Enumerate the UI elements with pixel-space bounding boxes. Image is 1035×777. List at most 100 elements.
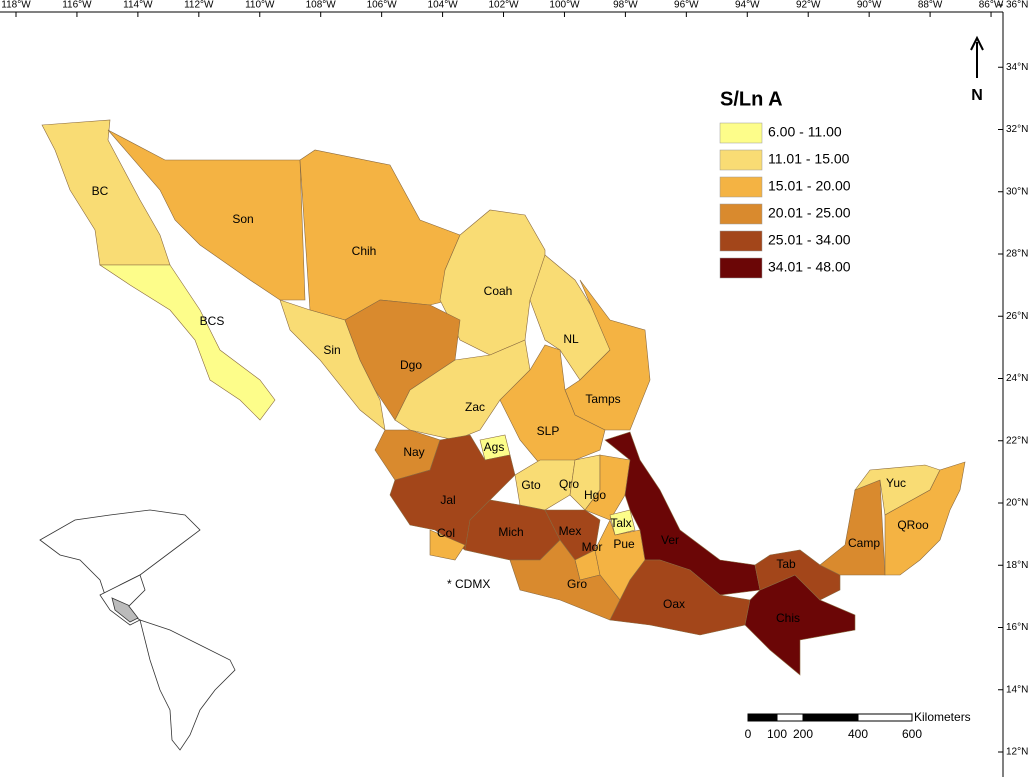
- legend-label: 20.01 - 25.00: [768, 205, 851, 221]
- state: [499, 344, 606, 471]
- scale-unit: Kilometers: [914, 710, 971, 724]
- state-label: NL: [563, 332, 579, 346]
- lat-label: 28°N: [1006, 249, 1028, 260]
- lon-label: 114°W: [123, 0, 153, 11]
- scale-bar: [747, 713, 913, 722]
- inset-globe: [39, 509, 236, 751]
- legend-title: S/Ln A: [720, 88, 783, 110]
- state: [609, 509, 636, 536]
- state-label: Pue: [613, 537, 635, 551]
- state-label: Chih: [352, 244, 377, 258]
- scale-label: 600: [902, 727, 922, 741]
- state-label: Gto: [521, 478, 541, 492]
- lat-label: 16°N: [1006, 622, 1028, 633]
- lon-label: 112°W: [184, 0, 214, 11]
- lon-label: 96°W: [674, 0, 699, 11]
- lat-label: 30°N: [1006, 186, 1028, 197]
- note: * CDMX: [447, 577, 490, 591]
- lon-label: 100°W: [549, 0, 580, 11]
- lat-label: 14°N: [1006, 684, 1028, 695]
- state: [754, 549, 841, 601]
- state-label: Mor: [582, 540, 603, 554]
- state-label: Yuc: [886, 476, 906, 490]
- state: [429, 529, 466, 561]
- state-label: Nay: [403, 445, 424, 459]
- state-label: Oax: [663, 597, 685, 611]
- state-label: Gro: [567, 577, 587, 591]
- state: [439, 209, 546, 356]
- state-label: SLP: [537, 424, 560, 438]
- state: [394, 339, 531, 441]
- scale-label: 0: [745, 727, 752, 741]
- state-label: QRoo: [897, 518, 929, 532]
- lon-label: 86°W: [979, 0, 1004, 11]
- lat-label: 32°N: [1006, 124, 1028, 135]
- scale-label: 400: [848, 727, 868, 741]
- north-label: N: [971, 87, 983, 104]
- legend-label: 6.00 - 11.00: [768, 124, 842, 140]
- state: [299, 149, 461, 321]
- north-arrow: N: [970, 35, 984, 104]
- lon-label: 94°W: [735, 0, 760, 11]
- state-label: Qro: [559, 477, 579, 491]
- state-label: Chis: [776, 611, 800, 625]
- lat-label: 34°N: [1006, 62, 1028, 73]
- scale-label: 100: [767, 727, 787, 741]
- state-label: Mich: [498, 525, 523, 539]
- legend-swatch: [719, 203, 763, 225]
- lat-label: 26°N: [1006, 311, 1028, 322]
- state-label: Mex: [559, 524, 582, 538]
- state-label: Sin: [323, 343, 340, 357]
- state-label: Ags: [484, 440, 505, 454]
- lat-label: 12°N: [1006, 747, 1028, 758]
- lat-label: 24°N: [1006, 373, 1028, 384]
- legend-swatch: [719, 176, 763, 198]
- legend-label: 34.01 - 48.00: [768, 259, 851, 275]
- lon-label: 88°W: [918, 0, 943, 11]
- legend-label: 15.01 - 20.00: [768, 178, 851, 194]
- state-label: Coah: [484, 284, 513, 298]
- legend-label: 25.01 - 34.00: [768, 232, 851, 248]
- legend-swatch: [719, 122, 763, 144]
- lon-label: 104°W: [428, 0, 459, 11]
- states: [41, 119, 966, 676]
- state-label: Tab: [776, 557, 796, 571]
- lat-label: 18°N: [1006, 560, 1028, 571]
- state-labels: BC BCS Son Chih Coah NL Tamps Sin Dgo Zac SLP Nay Ag…: [92, 184, 929, 625]
- lat-label: 20°N: [1006, 498, 1028, 509]
- state-label: Talx: [610, 516, 631, 530]
- state-label: Dgo: [400, 358, 422, 372]
- state-label: Son: [232, 212, 253, 226]
- scale-label: 200: [793, 727, 813, 741]
- state-label: BC: [92, 184, 109, 198]
- state: [389, 434, 516, 551]
- state-label: Jal: [440, 493, 455, 507]
- state-label: Zac: [465, 400, 485, 414]
- state: [107, 129, 306, 301]
- state-label: BCS: [200, 314, 225, 328]
- legend-swatch: [719, 257, 763, 279]
- state: [884, 461, 966, 576]
- lon-label: 92°W: [796, 0, 821, 11]
- lon-label: 118°W: [1, 0, 31, 11]
- state-label: Tamps: [585, 392, 620, 406]
- state-label: Ver: [661, 533, 679, 547]
- state: [819, 479, 886, 576]
- legend-swatch: [719, 230, 763, 252]
- state-label: Hgo: [584, 488, 606, 502]
- lon-label: 98°W: [613, 0, 638, 11]
- state: [99, 264, 276, 421]
- lon-label: 106°W: [367, 0, 398, 11]
- lon-label: 90°W: [857, 0, 882, 11]
- lat-label: 22°N: [1006, 435, 1028, 446]
- lon-label: 102°W: [488, 0, 519, 11]
- lon-label: 110°W: [245, 0, 275, 11]
- legend-swatch: [719, 149, 763, 171]
- state: [609, 559, 751, 636]
- lon-label: 108°W: [306, 0, 337, 11]
- state: [279, 299, 386, 431]
- state: [509, 539, 621, 621]
- lon-label: 116°W: [62, 0, 92, 11]
- lat-label: 36°N: [1006, 0, 1028, 11]
